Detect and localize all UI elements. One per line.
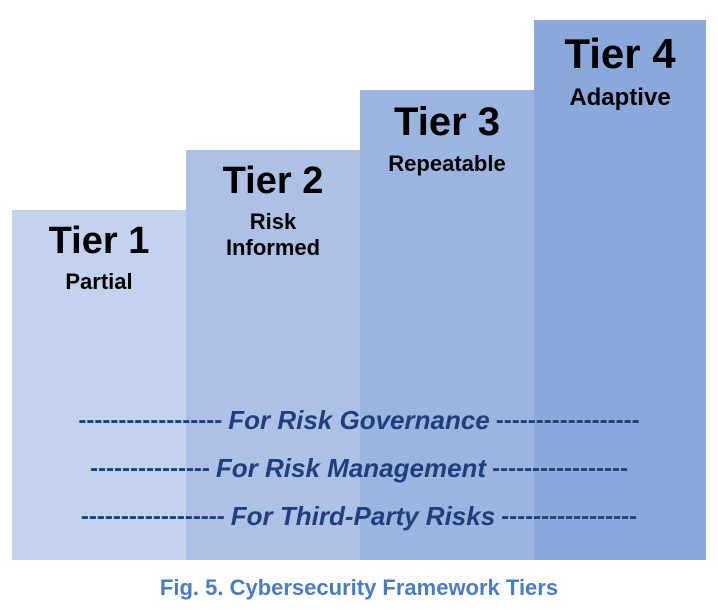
- dash-left-2: ---------------: [90, 455, 210, 483]
- dash-right-1: ------------------: [496, 407, 640, 435]
- tier-title-2: Tier 2: [186, 160, 360, 203]
- dash-row-2: ---------------For Risk Management------…: [12, 453, 706, 484]
- dash-label-1: For Risk Governance: [222, 405, 496, 436]
- dash-left-1: ------------------: [78, 407, 222, 435]
- dash-label-2: For Risk Management: [210, 453, 492, 484]
- tier-subtitle-1: Partial: [12, 269, 186, 295]
- tier-subtitle-4: Adaptive: [534, 84, 706, 112]
- dash-right-2: -----------------: [492, 455, 628, 483]
- dash-label-3: For Third-Party Risks: [225, 501, 501, 532]
- dash-row-3: ------------------For Third-Party Risks-…: [12, 501, 706, 532]
- dash-right-3: -----------------: [501, 503, 637, 531]
- dash-left-3: ------------------: [81, 503, 225, 531]
- dash-row-1: ------------------For Risk Governance---…: [12, 405, 706, 436]
- tier-bar-3: Tier 3 Repeatable: [360, 90, 534, 560]
- tier-title-3: Tier 3: [360, 100, 534, 145]
- chart-area: Tier 1 Partial Tier 2 Risk Informed Tier 3 Re…: [12, 0, 706, 560]
- tier-subtitle-3: Repeatable: [360, 151, 534, 177]
- tier-title-1: Tier 1: [12, 220, 186, 263]
- tier-subtitle-2: Risk Informed: [186, 209, 360, 261]
- tier-bar-2: Tier 2 Risk Informed: [186, 150, 360, 560]
- tier-title-4: Tier 4: [534, 30, 706, 78]
- figure-caption: Fig. 5. Cybersecurity Framework Tiers: [0, 575, 718, 601]
